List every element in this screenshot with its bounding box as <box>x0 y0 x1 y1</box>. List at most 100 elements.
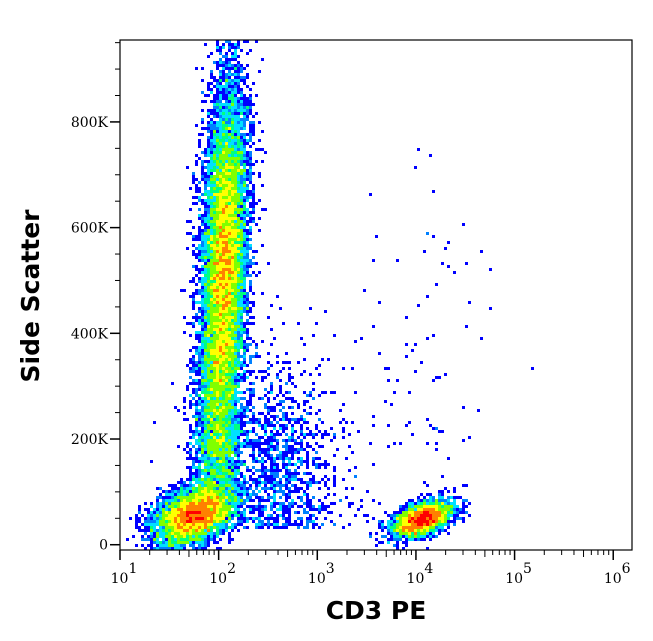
density-cell <box>228 436 231 439</box>
density-cell <box>291 436 294 439</box>
density-cell <box>237 229 240 232</box>
density-cell <box>249 400 252 403</box>
density-cell <box>168 493 171 496</box>
density-cell <box>399 508 402 511</box>
density-cell <box>192 466 195 469</box>
density-cell <box>279 427 282 430</box>
density-cell <box>255 421 258 424</box>
density-cell <box>207 295 210 298</box>
density-cell <box>156 514 159 517</box>
density-cell <box>240 226 243 229</box>
density-cell <box>309 445 312 448</box>
density-cell <box>243 154 246 157</box>
density-cell <box>201 301 204 304</box>
density-cell <box>210 337 213 340</box>
density-cell <box>237 217 240 220</box>
density-cell <box>201 496 204 499</box>
density-cell <box>216 436 219 439</box>
density-cell <box>243 433 246 436</box>
density-cell <box>204 316 207 319</box>
y-tick-label: 200K <box>71 432 109 448</box>
density-cell <box>210 418 213 421</box>
density-cell <box>234 454 237 457</box>
density-cell <box>243 268 246 271</box>
density-cell <box>324 481 327 484</box>
density-cell <box>192 202 195 205</box>
density-cell <box>396 547 399 550</box>
density-cell <box>225 457 228 460</box>
density-cell <box>219 379 222 382</box>
density-cell <box>249 475 252 478</box>
density-cell <box>216 130 219 133</box>
density-cell <box>429 511 432 514</box>
density-cell <box>195 505 198 508</box>
density-cell <box>228 154 231 157</box>
density-cell <box>249 517 252 520</box>
density-cell <box>216 424 219 427</box>
density-cell <box>219 271 222 274</box>
density-cell <box>282 475 285 478</box>
density-cell <box>222 316 225 319</box>
density-cell <box>231 262 234 265</box>
density-cell <box>168 499 171 502</box>
density-cell <box>243 235 246 238</box>
density-cell <box>231 64 234 67</box>
density-cell <box>243 118 246 121</box>
density-cell <box>189 544 192 547</box>
density-cell <box>303 481 306 484</box>
density-cell <box>213 469 216 472</box>
density-cell <box>201 169 204 172</box>
density-cell <box>159 487 162 490</box>
density-cell <box>237 142 240 145</box>
density-cell <box>231 163 234 166</box>
density-cell <box>174 535 177 538</box>
density-cell <box>288 523 291 526</box>
density-cell <box>216 547 219 550</box>
density-cell <box>324 463 327 466</box>
density-cell <box>228 268 231 271</box>
density-cell <box>252 316 255 319</box>
density-cell <box>234 88 237 91</box>
density-cell <box>246 415 249 418</box>
density-cell <box>165 490 168 493</box>
density-cell <box>240 94 243 97</box>
density-cell <box>312 388 315 391</box>
density-cell <box>402 535 405 538</box>
density-cell <box>198 355 201 358</box>
density-cell <box>225 319 228 322</box>
density-cell <box>243 283 246 286</box>
density-cell <box>186 466 189 469</box>
density-cell <box>207 448 210 451</box>
density-cell <box>231 298 234 301</box>
density-cell <box>243 526 246 529</box>
density-cell <box>288 406 291 409</box>
density-cell <box>186 247 189 250</box>
density-cell <box>219 403 222 406</box>
density-cell <box>210 292 213 295</box>
density-cell <box>231 223 234 226</box>
density-cell <box>168 544 171 547</box>
density-cell <box>240 334 243 337</box>
density-cell <box>273 481 276 484</box>
density-cell <box>195 184 198 187</box>
density-cell <box>204 349 207 352</box>
density-cell <box>234 313 237 316</box>
density-cell <box>207 541 210 544</box>
density-cell <box>201 442 204 445</box>
density-cell <box>387 529 390 532</box>
density-cell <box>231 391 234 394</box>
density-cell <box>204 520 207 523</box>
density-cell <box>216 394 219 397</box>
density-cell <box>207 124 210 127</box>
density-cell <box>231 73 234 76</box>
density-cell <box>201 469 204 472</box>
density-cell <box>204 190 207 193</box>
density-cell <box>213 358 216 361</box>
density-cell <box>237 160 240 163</box>
density-cell <box>228 526 231 529</box>
density-cell <box>222 457 225 460</box>
density-cell <box>261 514 264 517</box>
density-cell <box>234 115 237 118</box>
density-cell <box>402 511 405 514</box>
density-cell <box>213 304 216 307</box>
